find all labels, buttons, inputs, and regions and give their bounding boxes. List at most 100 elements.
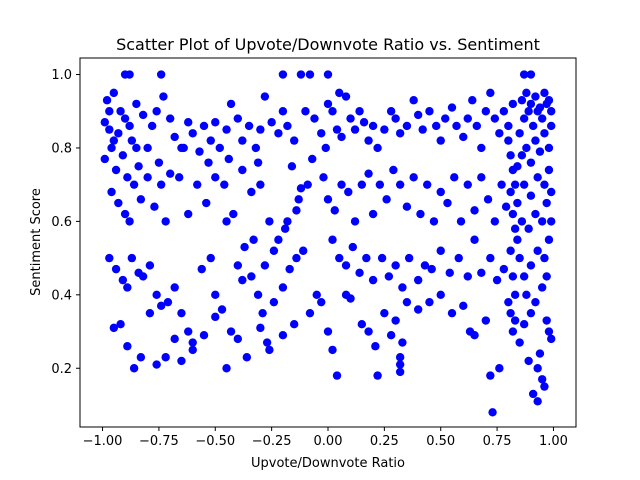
- data-point: [404, 253, 414, 263]
- data-point: [138, 272, 148, 281]
- data-point: [249, 235, 258, 244]
- data-point: [220, 180, 229, 189]
- data-point: [470, 206, 479, 215]
- data-point: [515, 253, 524, 263]
- data-point: [226, 99, 236, 109]
- data-point: [450, 173, 459, 182]
- data-point: [441, 114, 450, 123]
- data-point: [409, 96, 418, 105]
- data-point: [447, 308, 457, 318]
- data-point: [391, 261, 400, 270]
- y-tick-label: 0.8: [51, 141, 72, 156]
- data-point: [100, 154, 110, 164]
- data-point: [510, 316, 520, 325]
- data-point: [445, 268, 454, 277]
- data-point: [123, 283, 132, 292]
- data-point: [531, 297, 540, 307]
- data-point: [368, 209, 378, 219]
- data-point: [373, 143, 382, 153]
- data-point: [540, 382, 549, 391]
- data-point: [517, 151, 527, 160]
- data-point: [508, 165, 518, 175]
- data-point: [531, 136, 540, 145]
- data-point: [120, 209, 130, 219]
- data-point: [317, 129, 326, 138]
- data-point: [312, 290, 321, 300]
- data-point: [211, 118, 220, 127]
- data-point: [357, 180, 367, 189]
- data-point: [145, 261, 155, 270]
- data-point: [517, 217, 527, 226]
- data-point: [274, 235, 283, 244]
- data-point: [490, 217, 500, 226]
- data-point: [395, 353, 405, 362]
- data-point: [481, 316, 491, 325]
- data-point: [184, 327, 193, 336]
- y-axis-label: Sentiment Score: [29, 188, 44, 296]
- data-point: [436, 246, 445, 255]
- data-point: [533, 173, 542, 182]
- data-point: [531, 92, 540, 101]
- data-point: [152, 107, 161, 116]
- data-point: [535, 103, 545, 112]
- data-point: [256, 323, 265, 333]
- data-point: [535, 147, 545, 156]
- data-point: [188, 129, 197, 138]
- data-point: [508, 209, 518, 219]
- data-point: [368, 275, 378, 285]
- data-point: [111, 165, 121, 175]
- data-point: [233, 261, 243, 270]
- data-point: [499, 107, 509, 116]
- data-point: [508, 99, 518, 109]
- data-point: [499, 264, 509, 274]
- data-point: [373, 371, 382, 380]
- data-point: [222, 217, 231, 226]
- data-point: [287, 162, 297, 171]
- data-point: [506, 308, 515, 318]
- data-point: [323, 327, 333, 336]
- data-point: [120, 114, 130, 123]
- data-point: [335, 253, 344, 263]
- data-point: [211, 312, 220, 322]
- data-point: [278, 331, 288, 340]
- x-tick-label: 0.75: [483, 434, 512, 449]
- data-point: [413, 110, 423, 120]
- data-point: [526, 308, 536, 318]
- data-point: [540, 129, 549, 138]
- data-point: [490, 114, 500, 123]
- data-point: [510, 180, 520, 189]
- data-point: [211, 173, 220, 182]
- data-point: [420, 261, 430, 270]
- data-point: [292, 253, 301, 263]
- data-point: [170, 334, 179, 344]
- data-point: [547, 107, 556, 116]
- data-point: [544, 235, 554, 244]
- data-point: [258, 308, 267, 318]
- data-point: [526, 191, 536, 200]
- x-axis-label: Upvote/Downvote Ratio: [251, 456, 405, 471]
- data-point: [436, 187, 445, 197]
- data-point: [547, 187, 556, 197]
- data-point: [278, 70, 288, 79]
- data-point: [109, 323, 119, 333]
- data-point: [377, 253, 387, 263]
- data-point: [247, 272, 256, 281]
- data-point: [332, 125, 342, 134]
- data-point: [123, 173, 132, 182]
- data-point: [477, 268, 486, 277]
- data-point: [535, 349, 545, 358]
- data-point: [170, 132, 179, 142]
- data-point: [321, 143, 330, 153]
- data-point: [206, 136, 215, 145]
- y-axis-ticks: 0.2 0.4 0.6 0.8 1.0: [51, 68, 80, 377]
- data-point: [425, 107, 434, 116]
- data-point: [470, 331, 479, 340]
- y-tick-label: 1.0: [51, 68, 72, 83]
- data-point: [217, 305, 227, 314]
- data-point: [519, 319, 529, 329]
- data-point: [362, 253, 371, 263]
- data-point: [348, 242, 357, 252]
- data-point: [267, 118, 276, 127]
- data-point: [495, 364, 504, 373]
